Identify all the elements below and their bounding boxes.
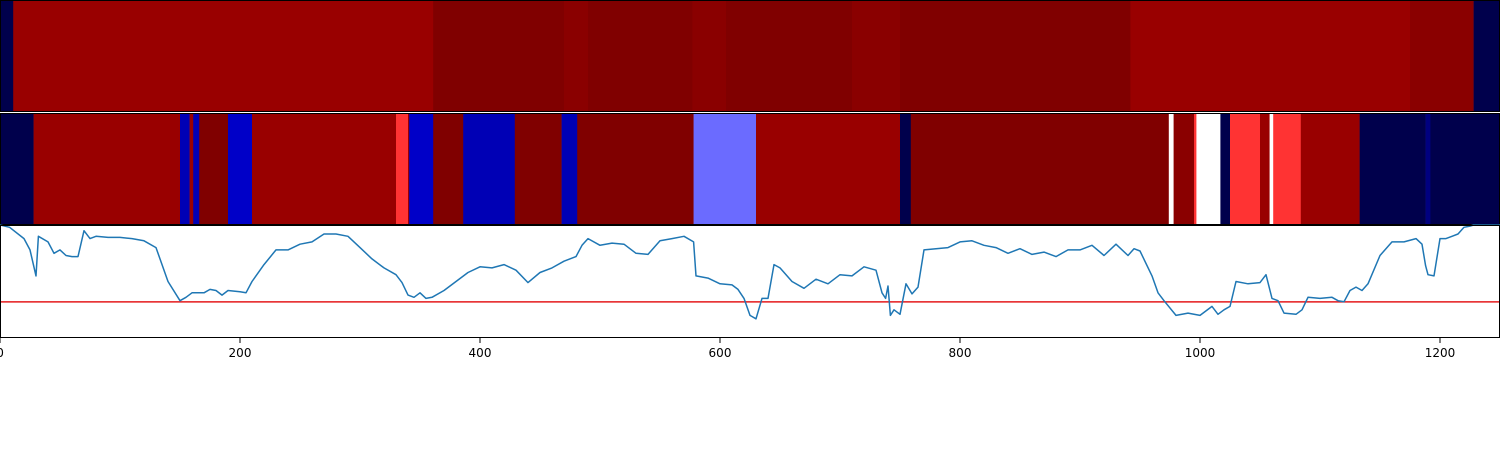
strip-segment xyxy=(409,113,434,225)
strip-segment xyxy=(1130,0,1411,112)
strip-segment xyxy=(0,0,14,112)
line-plot-frame xyxy=(0,225,1500,338)
strip-segment xyxy=(756,113,901,225)
series-line xyxy=(0,224,1500,320)
strip-segment xyxy=(252,113,397,225)
strip-segment xyxy=(1196,113,1221,225)
x-tick-label: 0 xyxy=(0,346,4,360)
strip-segment xyxy=(1260,113,1270,225)
strip-segment xyxy=(900,113,912,225)
strip-segment xyxy=(1425,113,1431,225)
strip-segment xyxy=(1173,113,1195,225)
strip-segment xyxy=(1269,113,1274,225)
strip-segment xyxy=(577,113,694,225)
strip-segment xyxy=(1430,113,1500,225)
strip-segment xyxy=(692,0,727,112)
strip-segment xyxy=(910,113,1170,225)
x-axis: 0 200 400 600 800 1000 1200 xyxy=(0,338,1455,360)
strip-segment xyxy=(433,113,464,225)
x-tick-label: 1200 xyxy=(1425,346,1456,360)
x-tick-label: 800 xyxy=(949,346,972,360)
x-tick-label: 400 xyxy=(469,346,492,360)
strip-segment xyxy=(900,0,1131,112)
strip-segment xyxy=(1410,0,1474,112)
strip-segment xyxy=(433,0,565,112)
line-plot-panel xyxy=(0,224,1500,320)
strip-segment xyxy=(564,0,589,112)
strip-segment xyxy=(1220,113,1231,225)
strip-segment xyxy=(693,113,757,225)
strip-segment xyxy=(514,113,562,225)
strip-segment xyxy=(1273,113,1302,225)
strip-segment xyxy=(561,113,578,225)
top-color-strip xyxy=(0,0,1500,112)
strip-segment xyxy=(1473,0,1500,112)
x-tick-label: 200 xyxy=(229,346,252,360)
strip-segment xyxy=(1359,113,1426,225)
strip-segment xyxy=(1230,113,1261,225)
strip-segment xyxy=(193,113,200,225)
strip-segment xyxy=(1168,113,1174,225)
strip-segment xyxy=(228,113,253,225)
x-tick-label: 600 xyxy=(709,346,732,360)
x-tick-label: 1000 xyxy=(1185,346,1216,360)
strip-segment xyxy=(199,113,229,225)
strip-segment xyxy=(13,0,434,112)
strip-segment xyxy=(408,113,410,225)
strip-segment xyxy=(463,113,516,225)
strip-segment xyxy=(726,0,853,112)
strip-segment xyxy=(0,113,34,225)
strip-segment xyxy=(852,0,901,112)
strip-segment xyxy=(1194,113,1197,225)
strip-segment xyxy=(33,113,181,225)
strip-segment xyxy=(396,113,409,225)
strip-segment xyxy=(189,113,194,225)
strip-segment xyxy=(588,0,693,112)
strip-segment xyxy=(1300,113,1360,225)
strip-segment xyxy=(180,113,190,225)
middle-color-strip xyxy=(0,113,1500,225)
